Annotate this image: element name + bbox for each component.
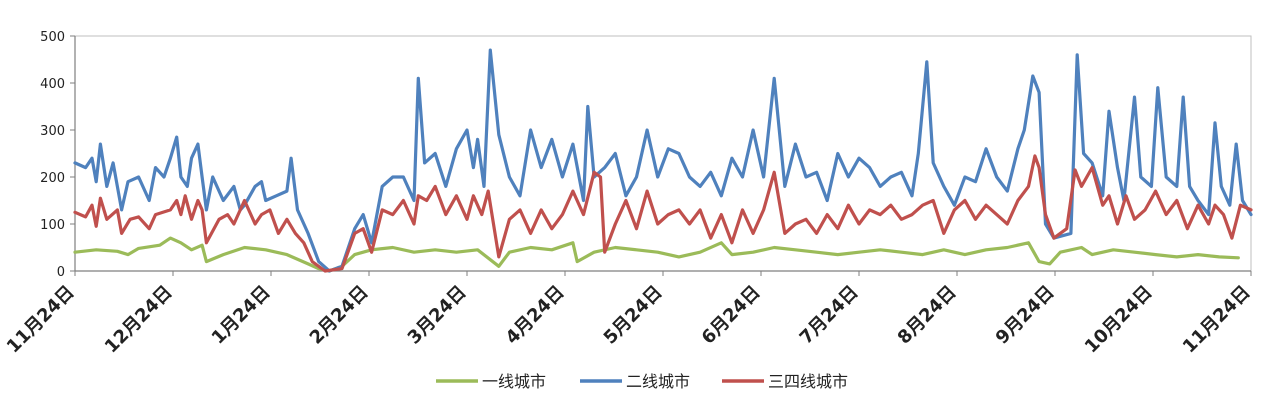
x-tick-label: 5月24日 — [600, 282, 667, 349]
x-tick-label: 6月24日 — [698, 282, 765, 349]
y-tick-label: 500 — [40, 30, 65, 45]
y-tick-label: 0 — [57, 265, 65, 280]
x-tick-label: 7月24日 — [796, 282, 863, 349]
x-tick-label: 12月24日 — [101, 282, 177, 358]
x-tick-label: 11月24日 — [3, 282, 79, 358]
x-tick-label: 10月24日 — [1081, 282, 1157, 358]
y-tick-label: 300 — [40, 124, 65, 139]
legend-label-3: 三四线城市 — [768, 372, 848, 391]
x-tick-label: 1月24日 — [208, 282, 275, 349]
x-tick-label: 2月24日 — [306, 282, 373, 349]
x-tick-label: 9月24日 — [992, 282, 1059, 349]
y-tick-label: 200 — [40, 171, 65, 186]
legend-label-2: 二线城市 — [626, 372, 690, 391]
x-tick-label: 11月24日 — [1179, 282, 1255, 358]
legend: 一线城市 二线城市 三四线城市 — [436, 372, 848, 391]
y-tick-label: 100 — [40, 218, 65, 233]
x-tick-label: 8月24日 — [894, 282, 961, 349]
x-axis-ticks: 11月24日 12月24日 1月24日 2月24日 3月24日 4月24日 5月24日 6月2… — [3, 271, 1255, 357]
x-tick-label: 4月24日 — [502, 282, 569, 349]
y-tick-label: 400 — [40, 77, 65, 92]
x-tick-label: 3月24日 — [404, 282, 471, 349]
legend-label-1: 一线城市 — [482, 372, 546, 391]
series-line-2 — [73, 48, 1253, 273]
series-lines — [73, 48, 1253, 273]
series-line-1 — [73, 236, 1240, 273]
y-axis-ticks: 0 100 200 300 400 500 — [40, 30, 75, 280]
series-line-3 — [73, 154, 1253, 273]
